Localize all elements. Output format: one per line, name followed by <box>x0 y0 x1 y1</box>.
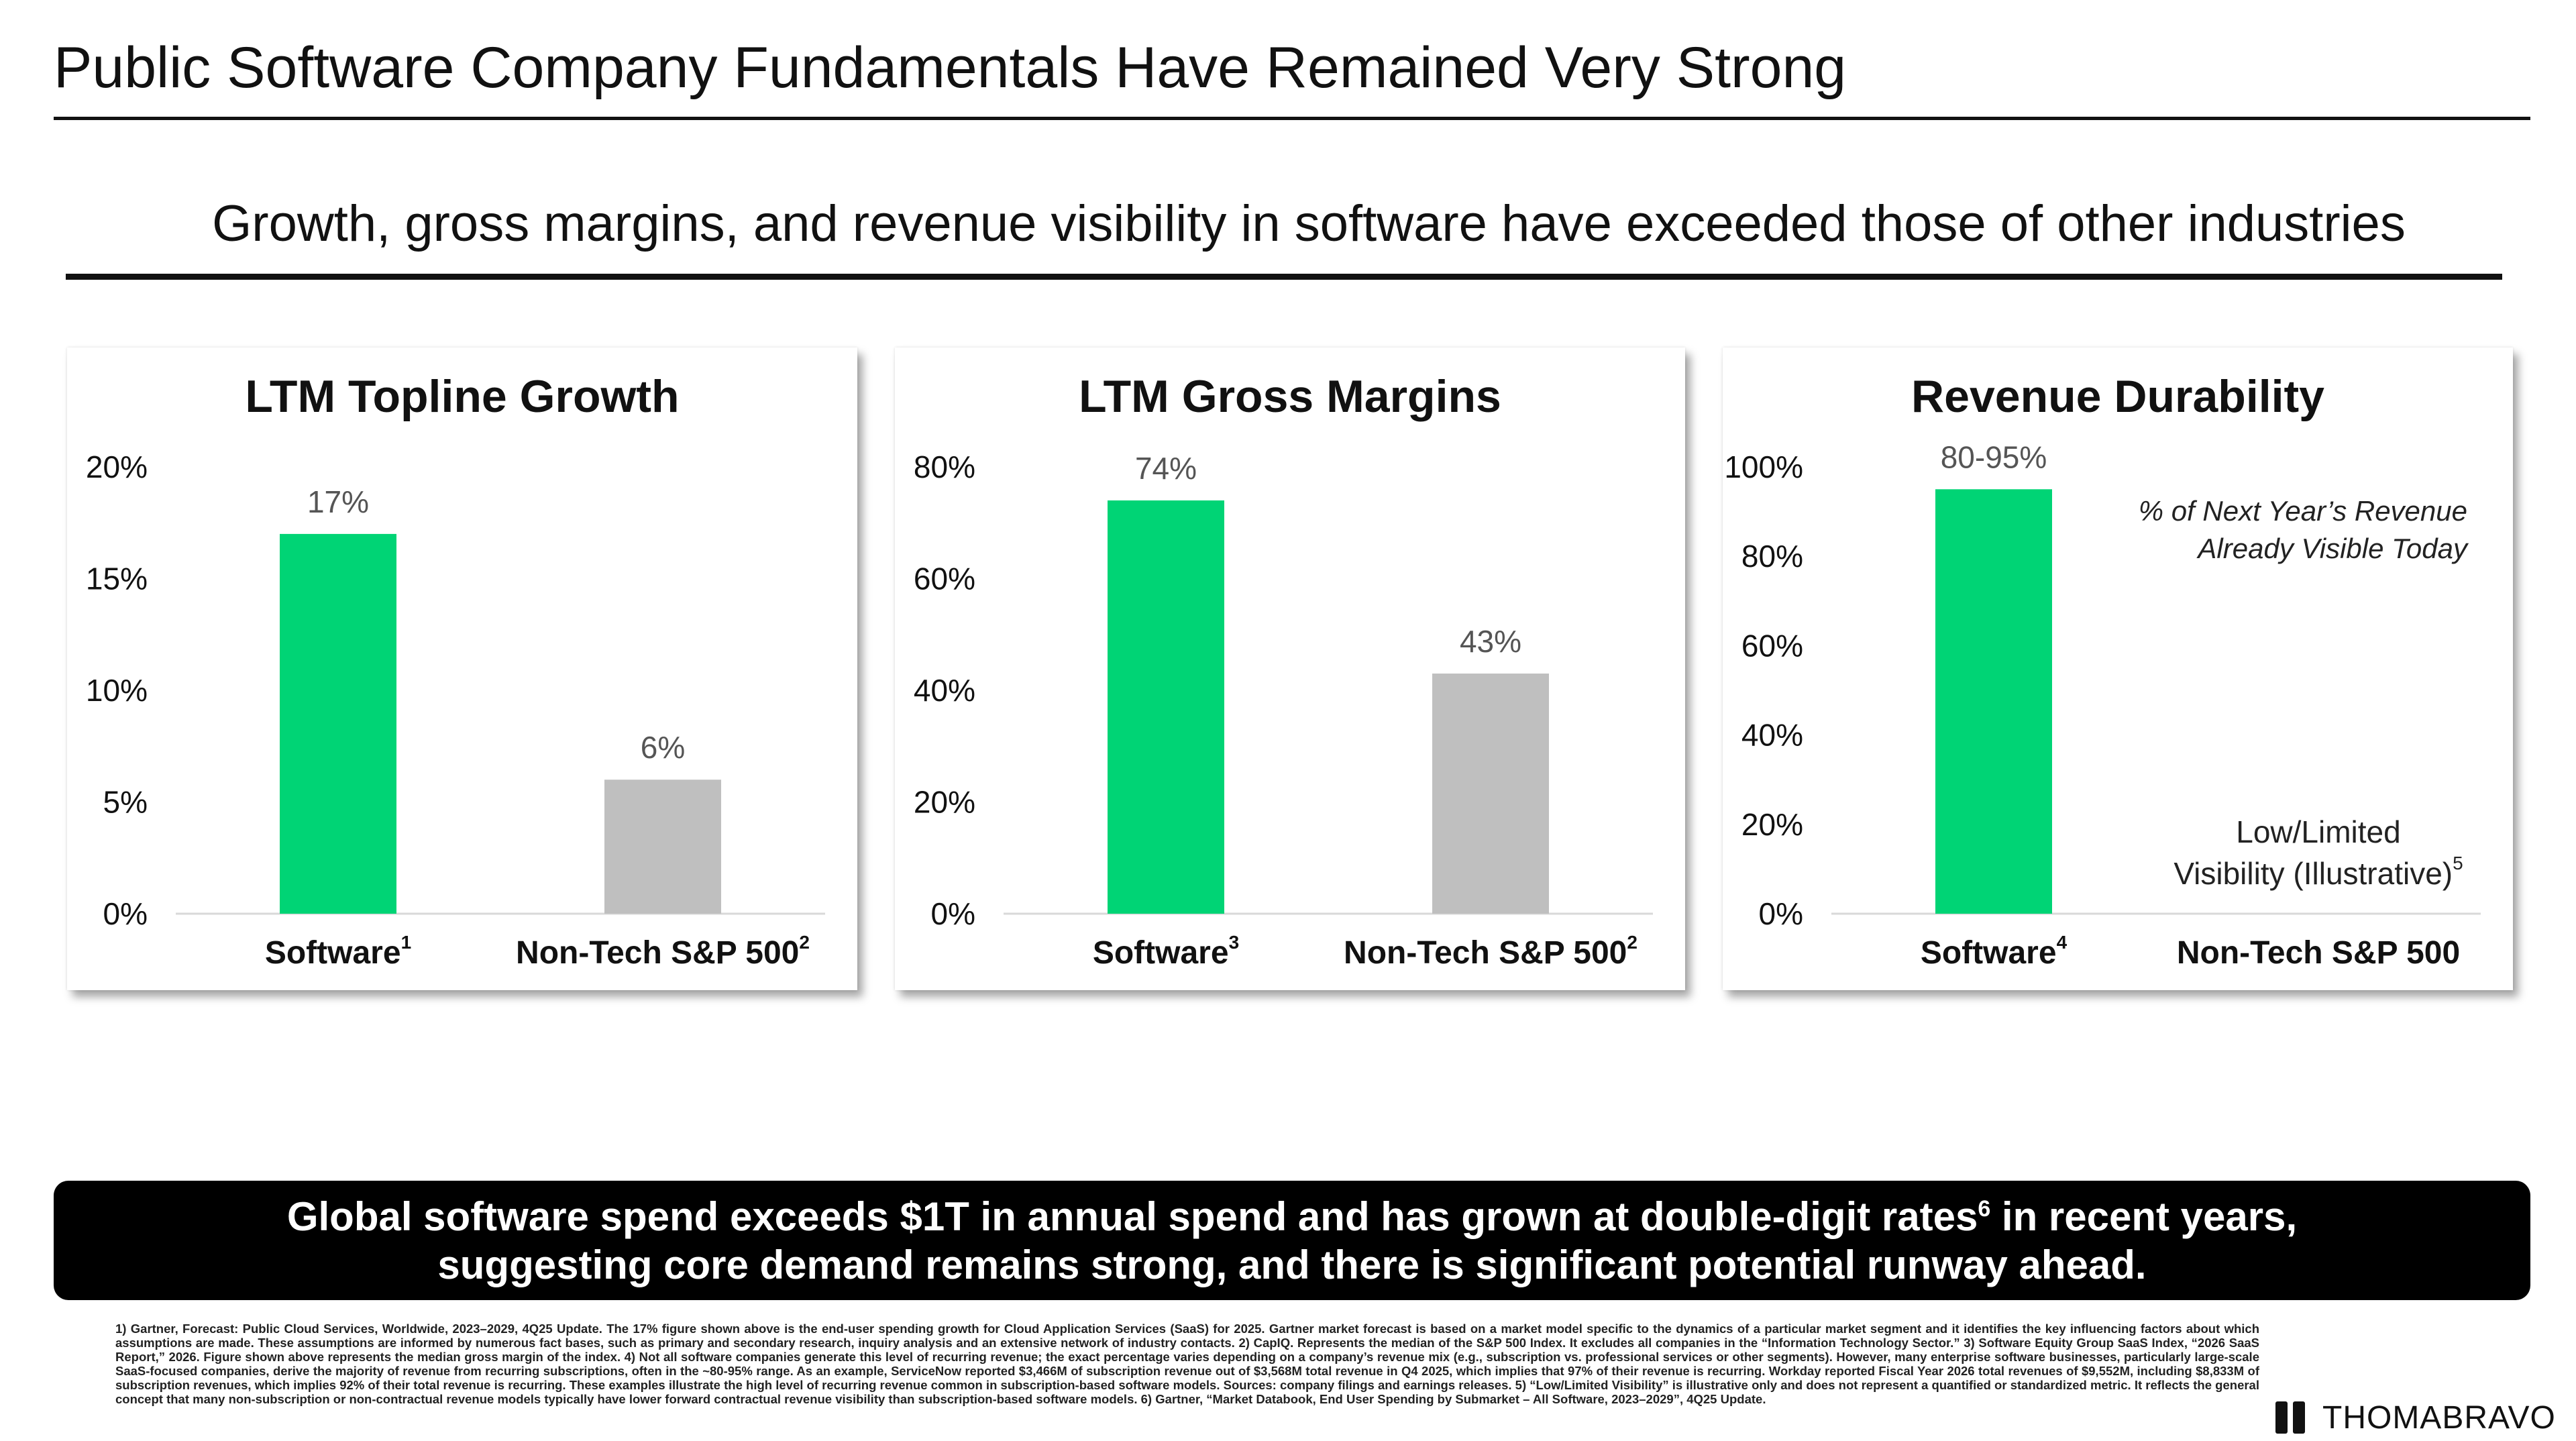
category-label: Software4 <box>1921 932 2068 971</box>
y-tick-label: 10% <box>86 673 148 708</box>
illustrative-note: Visibility (Illustrative)5 <box>2174 853 2463 891</box>
category-label: Non-Tech S&P 500 <box>2177 935 2460 971</box>
subtitle-divider <box>66 274 2502 280</box>
chart-title: Revenue Durability <box>1911 371 2324 422</box>
annotation-text: % of Next Year’s Revenue <box>2139 495 2467 527</box>
chart-title: LTM Topline Growth <box>245 371 679 422</box>
title-divider <box>54 117 2530 120</box>
bar-0 <box>1935 489 2052 914</box>
bar-1 <box>1432 674 1549 914</box>
category-label: Software1 <box>265 932 411 971</box>
y-tick-label: 0% <box>103 896 148 931</box>
y-tick-label: 15% <box>86 562 148 596</box>
data-label: 74% <box>1135 451 1197 486</box>
illustrative-note: Low/Limited <box>2236 814 2400 849</box>
bar-0 <box>1108 500 1224 914</box>
y-tick-label: 20% <box>86 449 148 484</box>
banner-line-1-end: in recent years, <box>1990 1194 2298 1239</box>
y-tick-label: 60% <box>914 562 975 596</box>
key-takeaway-banner: Global software spend exceeds $1T in ann… <box>54 1181 2530 1300</box>
gross-margins-chart: LTM Gross Margins 0% 20% 40% 60% 80% 74% Softwa… <box>914 371 1653 971</box>
y-tick-label: 0% <box>931 896 975 931</box>
y-tick-label: 0% <box>1759 896 1803 931</box>
bar-0 <box>280 533 396 914</box>
logo-text: THOMABRAVO <box>2322 1399 2556 1436</box>
logo-mark-left <box>2275 1401 2288 1434</box>
y-tick-label: 40% <box>914 673 975 708</box>
y-tick-label: 60% <box>1741 628 1803 663</box>
y-tick-label: 80% <box>914 449 975 484</box>
bar-1 <box>604 780 721 914</box>
y-tick-label: 40% <box>1741 718 1803 753</box>
thomabravo-logo: THOMABRAVO <box>2275 1399 2556 1436</box>
banner-line-2: suggesting core demand remains strong, a… <box>437 1242 2147 1287</box>
data-label: 17% <box>307 484 369 519</box>
category-label: Software3 <box>1093 932 1239 971</box>
category-label: Non-Tech S&P 5002 <box>516 932 810 971</box>
topline-growth-chart: LTM Topline Growth 0% 5% 10% 15% 20% 17% Softwa… <box>86 371 825 971</box>
banner-footnote-ref: 6 <box>1978 1196 1991 1222</box>
chart-panel-topline-growth: LTM Topline Growth 0% 5% 10% 15% 20% 17% Softwa… <box>67 348 857 990</box>
y-tick-label: 5% <box>103 785 148 820</box>
page-title: Public Software Company Fundamentals Hav… <box>54 36 1847 100</box>
y-tick-label: 20% <box>1741 807 1803 842</box>
footnotes: 1) Gartner, Forecast: Public Cloud Servi… <box>115 1322 2259 1406</box>
page-subtitle: Growth, gross margins, and revenue visib… <box>212 195 2406 252</box>
category-label: Non-Tech S&P 5002 <box>1344 932 1638 971</box>
annotation-text: Already Visible Today <box>2196 533 2469 564</box>
banner-line-1: Global software spend exceeds $1T in ann… <box>54 1193 2530 1241</box>
chart-title: LTM Gross Margins <box>1079 371 1501 422</box>
revenue-durability-chart: Revenue Durability 0% 20% 40% 60% 80% 100% 80-9… <box>1724 371 2481 971</box>
logo-mark-right <box>2293 1401 2305 1434</box>
y-tick-label: 80% <box>1741 539 1803 574</box>
chart-panel-revenue-durability: Revenue Durability 0% 20% 40% 60% 80% 100% 80-9… <box>1723 348 2513 990</box>
banner-line-1-text: Global software spend exceeds $1T in ann… <box>286 1194 1978 1239</box>
data-label: 6% <box>641 730 685 765</box>
y-tick-label: 20% <box>914 785 975 820</box>
y-tick-label: 100% <box>1724 449 1803 484</box>
chart-panel-gross-margins: LTM Gross Margins 0% 20% 40% 60% 80% 74% Softwa… <box>895 348 1685 990</box>
data-label: 80-95% <box>1941 439 2047 474</box>
data-label: 43% <box>1460 624 1521 659</box>
